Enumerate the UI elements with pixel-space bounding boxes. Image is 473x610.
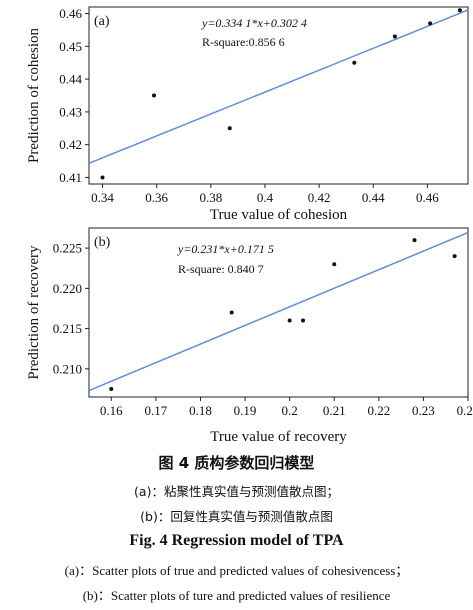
x-tick-label: 0.36 <box>145 190 168 205</box>
data-point <box>301 318 306 323</box>
x-tick-label: 0.42 <box>308 190 331 205</box>
y-tick-label: 0.215 <box>53 321 82 336</box>
regression-line <box>88 231 469 392</box>
x-tick-label: 0.18 <box>189 403 212 418</box>
caption-zh-title: 图 4 质构参数回归模型 <box>158 454 315 472</box>
data-point <box>229 310 234 315</box>
y-tick-label: 0.44 <box>59 72 82 87</box>
data-point <box>412 238 417 243</box>
x-tick-label: 0.17 <box>145 403 168 418</box>
data-point <box>151 93 156 98</box>
panel-label: (b) <box>94 235 111 250</box>
x-tick-label: 0.2 <box>282 403 298 418</box>
y-tick-label: 0.43 <box>59 104 82 119</box>
panel-label: (a) <box>94 14 110 29</box>
plot-frame <box>88 6 469 185</box>
x-axis-label: True value of cohesion <box>210 207 348 223</box>
y-tick-label: 0.220 <box>53 281 82 296</box>
y-axis-label: Prediction of cohesion <box>26 28 42 163</box>
panel-a-cohesion-scatter: 0.34 0.36 0.38 0.4 0.42 0.44 0.46 0.41 0.42 0.43 0… <box>26 6 469 223</box>
data-point <box>332 262 337 267</box>
caption-en-panel-a: (a)：Scatter plots of true and predicted … <box>64 563 409 578</box>
y-tick-label: 0.210 <box>53 361 82 376</box>
plot-frame <box>88 227 469 398</box>
x-tick-label: 0.21 <box>323 403 346 418</box>
caption-en-panel-b: (b)：Scatter plots of ture and predicted … <box>82 588 391 603</box>
y-tick-label: 0.45 <box>59 39 82 54</box>
caption-zh-panel-a: (a)：粘聚性真实值与预测值散点图； <box>134 484 339 499</box>
data-point <box>109 386 114 391</box>
data-point <box>287 318 292 323</box>
x-tick-label: 0.46 <box>416 190 439 205</box>
x-tick-label: 0.38 <box>199 190 222 205</box>
data-point <box>100 175 105 180</box>
x-tick-label: 0.23 <box>412 403 435 418</box>
data-point <box>227 126 232 131</box>
x-tick-label: 0.19 <box>234 403 257 418</box>
data-point <box>352 60 357 65</box>
x-tick-label: 0.24 <box>457 403 473 418</box>
r-square-label: R-square:0.856 6 <box>202 35 285 49</box>
caption-zh-panel-b: (b)：回复性真实值与预测值散点图 <box>140 509 333 524</box>
x-tick-label: 0.16 <box>100 403 123 418</box>
caption-en-title: Fig. 4 Regression model of TPA <box>129 532 344 549</box>
y-tick-label: 0.46 <box>59 6 82 21</box>
regression-line <box>88 9 469 164</box>
x-tick-label: 0.22 <box>367 403 390 418</box>
figure: 0.34 0.36 0.38 0.4 0.42 0.44 0.46 0.41 0.42 0.43 0… <box>26 6 473 445</box>
y-tick-label: 0.42 <box>59 137 82 152</box>
data-point <box>457 8 462 13</box>
data-point <box>392 34 397 39</box>
data-point <box>428 21 433 26</box>
regression-equation: y=0.231*x+0.171 5 <box>177 242 274 256</box>
x-axis-label: True value of recovery <box>210 429 347 445</box>
y-tick-label: 0.225 <box>53 241 82 256</box>
data-point <box>452 254 457 259</box>
y-tick-label: 0.41 <box>59 170 82 185</box>
regression-equation: y=0.334 1*x+0.302 4 <box>201 16 307 30</box>
x-tick-label: 0.34 <box>91 190 114 205</box>
r-square-label: R-square: 0.840 7 <box>178 262 264 276</box>
x-tick-label: 0.44 <box>362 190 385 205</box>
x-tick-label: 0.4 <box>257 190 274 205</box>
y-axis-label: Prediction of recovery <box>26 245 42 380</box>
panel-b-recovery-scatter: 0.16 0.17 0.18 0.19 0.2 0.21 0.22 0.23 0.24 0.210… <box>26 227 473 445</box>
